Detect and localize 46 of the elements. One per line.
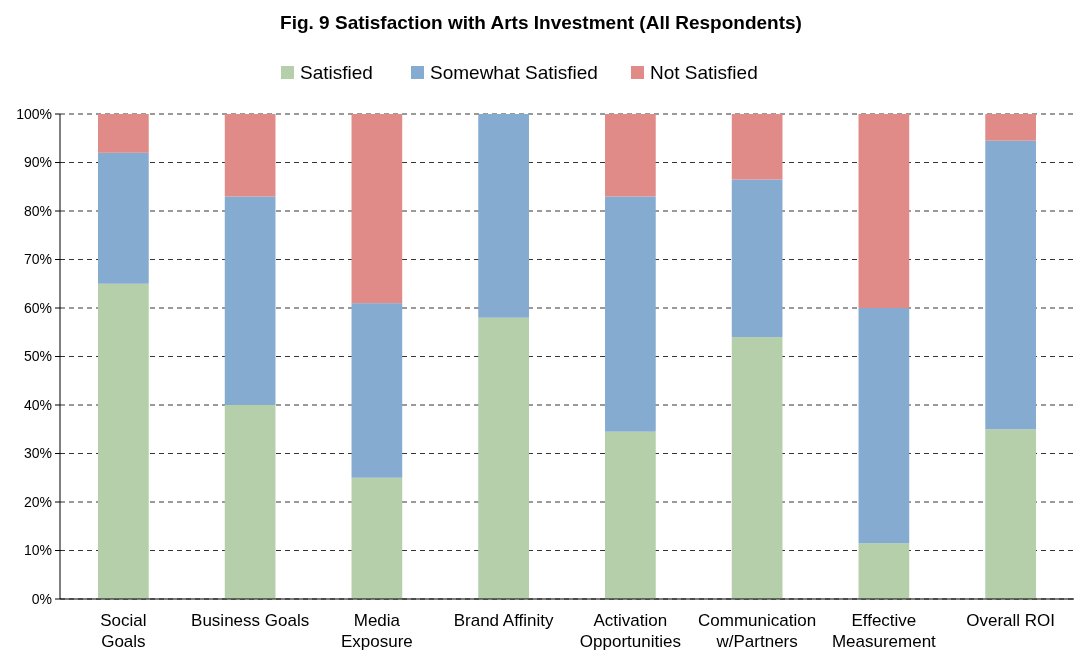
bar: [985, 429, 1036, 599]
x-tick-label: Overall ROI: [966, 611, 1056, 630]
bar: [224, 196, 276, 405]
bar: [985, 114, 1036, 141]
y-tick-label: 90%: [23, 154, 52, 171]
bar: [858, 543, 910, 599]
x-tick-label: Brand Affinity: [453, 611, 555, 630]
y-tick-label: 20%: [23, 493, 52, 510]
x-tick-label: Business Goals: [191, 611, 310, 630]
legend-label: Satisfied: [300, 62, 373, 83]
bar: [858, 114, 910, 308]
bar: [478, 114, 529, 318]
legend-label: Somewhat Satisfied: [430, 62, 598, 83]
x-tick-label: Media Exposure: [340, 611, 413, 651]
x-tick-label: Activation Opportunities: [579, 611, 681, 651]
bar: [605, 196, 656, 432]
bar: [731, 179, 783, 338]
bar: [985, 140, 1036, 430]
bar: [858, 308, 910, 544]
bar: [731, 337, 783, 599]
bar: [605, 114, 656, 197]
x-tick-label: Effective Measurement: [831, 611, 937, 651]
y-tick-label: 40%: [23, 396, 52, 413]
bar: [731, 114, 783, 180]
x-tick-label: Social Goals: [100, 611, 147, 651]
y-tick-label: 100%: [16, 105, 52, 122]
y-tick-label: 50%: [23, 348, 52, 365]
bar: [351, 477, 403, 599]
legend-label: Not Satisfied: [650, 62, 758, 83]
bar: [98, 152, 149, 284]
y-tick-label: 10%: [23, 542, 52, 559]
bar: [351, 303, 403, 478]
y-tick-label: 80%: [23, 202, 52, 219]
bar: [98, 114, 149, 153]
bar: [605, 431, 656, 599]
y-tick-label: 70%: [23, 251, 52, 268]
chart-title: Fig. 9 Satisfaction with Arts Investment (All Respondents): [280, 12, 802, 33]
bar: [98, 283, 149, 599]
bar: [224, 114, 276, 197]
bar: [478, 317, 529, 599]
y-tick-label: 30%: [23, 445, 52, 462]
y-tick-label: 60%: [23, 299, 52, 316]
bar: [351, 114, 403, 304]
y-tick-label: 0%: [31, 590, 52, 607]
x-tick-label: Communication w/Partners: [698, 611, 817, 651]
bar: [224, 405, 276, 599]
